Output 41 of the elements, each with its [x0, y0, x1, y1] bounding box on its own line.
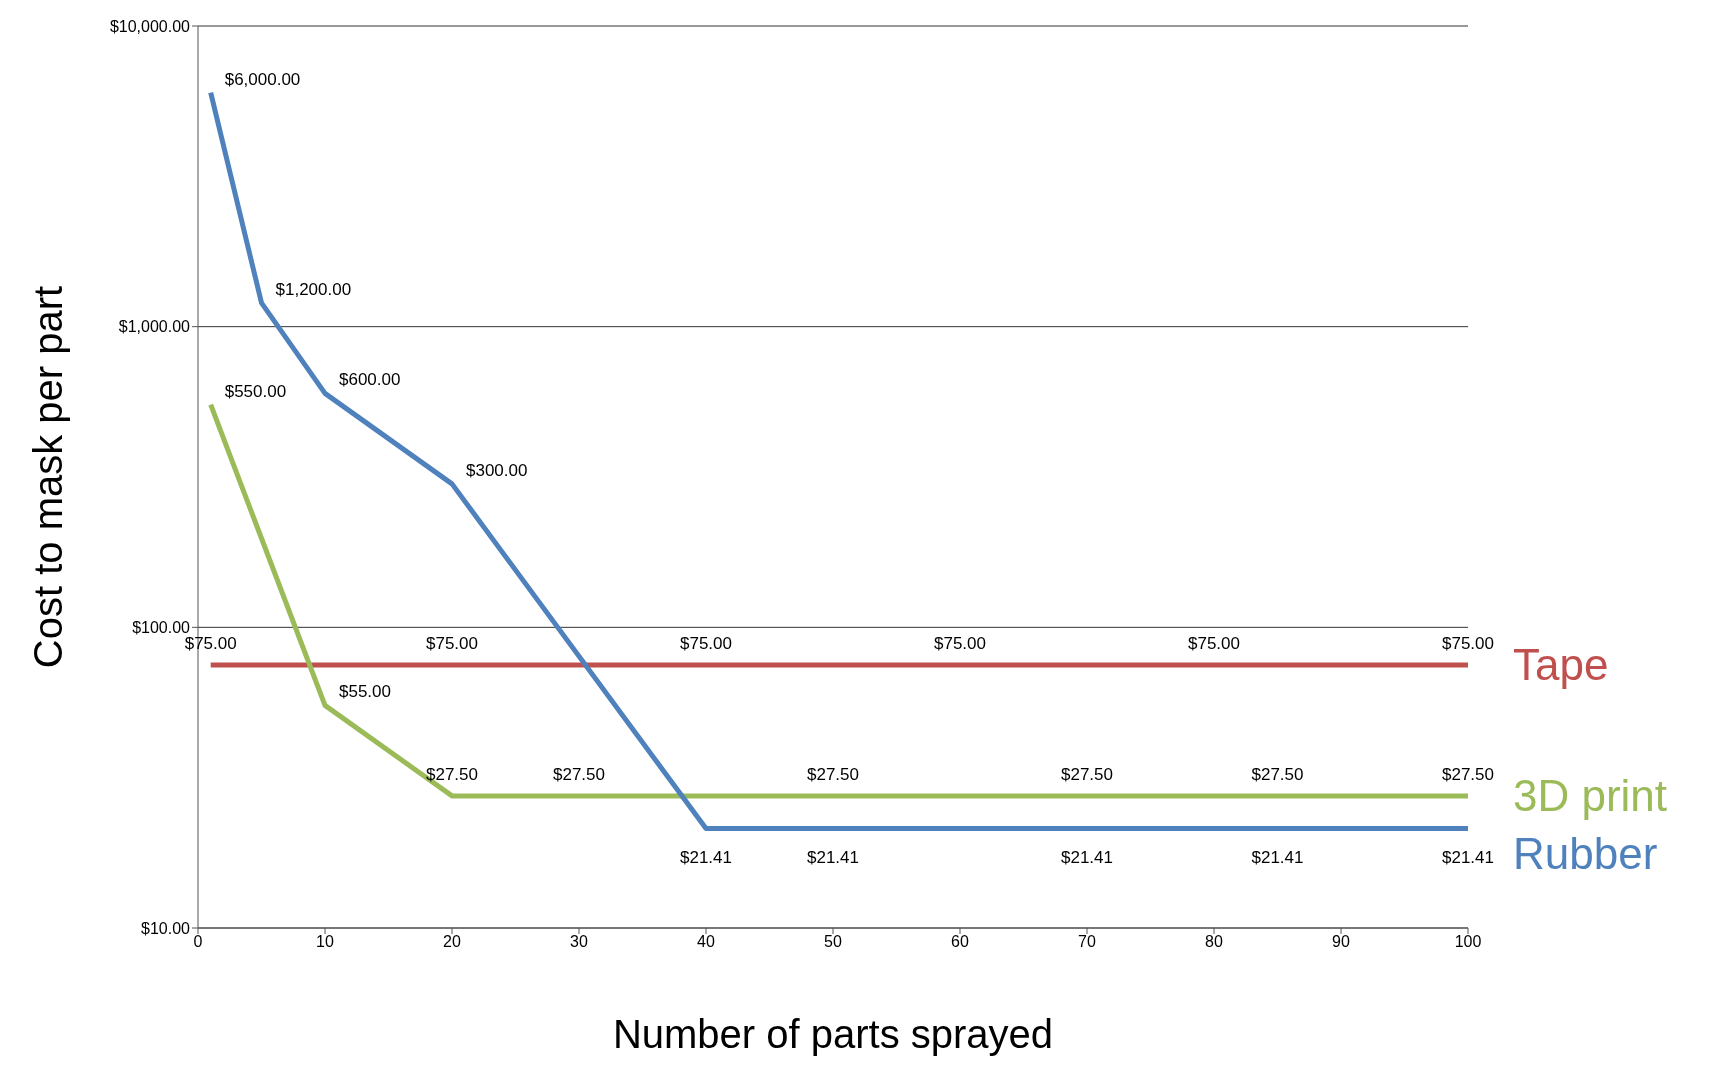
x-tick-label: 90 [1332, 933, 1350, 951]
x-tick-label: 10 [316, 933, 334, 951]
y-tick-label: $1,000.00 [118, 318, 191, 336]
x-tick-label: 60 [951, 933, 969, 951]
data-label: $6,000.00 [224, 69, 301, 89]
data-label: $27.50 [426, 764, 478, 784]
series-label: Rubber [1513, 828, 1658, 878]
data-label: $27.50 [1251, 764, 1304, 784]
data-label: $27.50 [553, 764, 605, 784]
data-label: $27.50 [807, 764, 859, 784]
x-tick-label: 40 [697, 933, 715, 951]
data-label: $75.00 [1442, 633, 1494, 653]
x-axis-title: Number of parts sprayed [612, 1012, 1054, 1056]
data-label: $75.00 [680, 633, 732, 653]
x-tick-label: 30 [570, 933, 588, 951]
data-label: $600.00 [339, 370, 401, 390]
data-label: $27.50 [1061, 764, 1113, 784]
data-label: $21.41 [1442, 847, 1494, 867]
data-label: $550.00 [224, 381, 287, 401]
y-axis-title: Cost to mask per part [26, 285, 71, 669]
data-label: $21.41 [807, 847, 859, 867]
series-label: Tape [1513, 639, 1609, 689]
y-tick-label: $10,000.00 [109, 17, 191, 35]
data-label: $27.50 [1442, 764, 1494, 784]
data-label: $300.00 [466, 460, 528, 480]
data-label: $75.00 [1188, 633, 1240, 653]
y-tick-label: $10.00 [141, 919, 191, 937]
data-label: $55.00 [339, 682, 391, 702]
data-label: $21.41 [1061, 847, 1113, 867]
x-tick-label: 50 [824, 933, 842, 951]
x-tick-label: 70 [1078, 933, 1096, 951]
x-tick-label: 80 [1205, 933, 1223, 951]
x-tick-label: 100 [1454, 933, 1482, 951]
data-label: $75.00 [426, 633, 478, 653]
data-label: $21.41 [1251, 847, 1304, 867]
series-label: 3D print [1513, 770, 1668, 820]
data-label: $1,200.00 [275, 279, 352, 299]
x-tick-label: 0 [193, 933, 203, 951]
data-label: $75.00 [934, 633, 986, 653]
data-label: $21.41 [680, 847, 732, 867]
x-tick-label: 20 [443, 933, 461, 951]
